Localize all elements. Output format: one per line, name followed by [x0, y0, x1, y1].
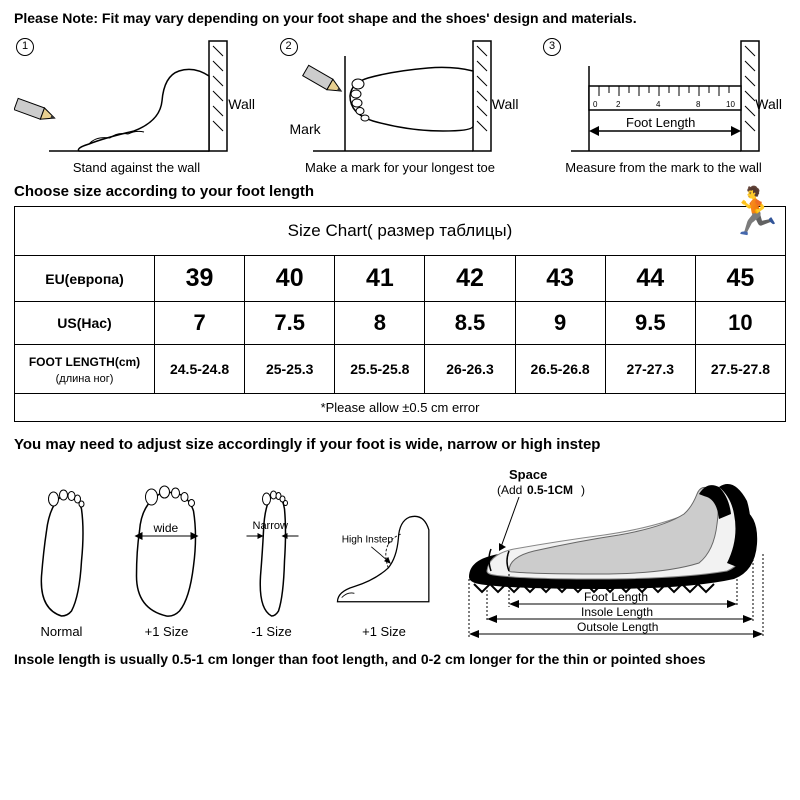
- fl-val: 25.5-25.8: [335, 345, 425, 394]
- step-1-number: 1: [16, 38, 34, 56]
- fl-val: 25-25.3: [245, 345, 335, 394]
- svg-text:10: 10: [726, 100, 735, 109]
- step-2: 2 Wall: [278, 36, 523, 175]
- eu-val: 45: [695, 256, 785, 302]
- us-val: 7: [155, 302, 245, 345]
- step-1-diagram: [14, 36, 259, 156]
- narrow-foot-icon: Narrow: [224, 481, 319, 621]
- svg-text:Insole Length: Insole Length: [581, 605, 653, 619]
- step-1: 1 Wall Stand against the wall: [14, 36, 259, 175]
- normal-foot: Normal: [14, 481, 109, 639]
- wall-label-1: Wall: [228, 96, 255, 112]
- shoe-diagram: Space (Add 0.5-1CM) Foot Length Insole Le…: [449, 459, 786, 639]
- svg-text:(Add: (Add: [497, 483, 522, 497]
- fl-val: 26-26.3: [425, 345, 515, 394]
- step-2-caption: Make a mark for your longest toe: [278, 160, 523, 175]
- fl-val: 27.5-27.8: [695, 345, 785, 394]
- fl-label: FOOT LENGTH(cm) (длина ног): [15, 345, 155, 394]
- us-val: 10: [695, 302, 785, 345]
- step-3-caption: Measure from the mark to the wall: [541, 160, 786, 175]
- eu-val: 43: [515, 256, 605, 302]
- us-val: 8: [335, 302, 425, 345]
- svg-text:8: 8: [696, 100, 701, 109]
- svg-text:0.5-1CM: 0.5-1CM: [527, 483, 573, 497]
- us-val: 7.5: [245, 302, 335, 345]
- shoe-length-diagram: Space (Add 0.5-1CM) Foot Length Insole Le…: [449, 459, 769, 639]
- insole-note: Insole length is usually 0.5-1 cm longer…: [14, 651, 786, 667]
- choose-size-heading: Choose size according to your foot lengt…: [14, 183, 786, 200]
- foot-types-row: Normal wide +1 Size Narrow -1 Size High …: [14, 459, 786, 639]
- wall-label-2: Wall: [492, 96, 519, 112]
- eu-label: EU(европа): [15, 256, 155, 302]
- fl-val: 24.5-24.8: [155, 345, 245, 394]
- step-3-diagram: 0 2 4 8 10 Foot Length: [541, 36, 786, 156]
- foot-length-row: FOOT LENGTH(cm) (длина ног) 24.5-24.8 25…: [15, 345, 786, 394]
- eu-val: 42: [425, 256, 515, 302]
- svg-text:Space: Space: [509, 467, 547, 482]
- size-chart-container: 🏃 Size Chart( размер таблицы) EU(европа)…: [14, 206, 786, 422]
- wide-foot-icon: wide: [119, 481, 214, 621]
- high-instep-label: +1 Size: [329, 624, 439, 639]
- eu-val: 41: [335, 256, 425, 302]
- svg-text:2: 2: [616, 100, 621, 109]
- eu-val: 40: [245, 256, 335, 302]
- runner-icon: 🏃: [727, 188, 784, 234]
- svg-text:Outsole Length: Outsole Length: [577, 620, 658, 634]
- wall-label-3: Wall: [755, 96, 782, 112]
- fl-val: 26.5-26.8: [515, 345, 605, 394]
- wide-foot: wide +1 Size: [119, 481, 214, 639]
- step-2-diagram: [278, 36, 523, 156]
- us-val: 9.5: [605, 302, 695, 345]
- normal-foot-icon: [14, 481, 109, 621]
- us-row: US(Hac) 7 7.5 8 8.5 9 9.5 10: [15, 302, 786, 345]
- adjust-heading: You may need to adjust size accordingly …: [14, 436, 786, 453]
- mark-label: Mark: [290, 121, 321, 137]
- chart-title: Size Chart( размер таблицы): [15, 207, 786, 256]
- eu-val: 39: [155, 256, 245, 302]
- size-chart-table: Size Chart( размер таблицы) EU(европа) 3…: [14, 206, 786, 422]
- step-3-number: 3: [543, 38, 561, 56]
- error-note: *Please allow ±0.5 cm error: [15, 394, 786, 422]
- high-instep-icon: High Instep: [329, 481, 439, 621]
- svg-text:0: 0: [593, 100, 598, 109]
- please-note: Please Note: Fit may vary depending on y…: [14, 10, 786, 26]
- us-val: 8.5: [425, 302, 515, 345]
- step-3: 3 024810 Foot Length Wall Measure fr: [541, 36, 786, 175]
- measurement-steps: 1 Wall Stand against the wall: [14, 36, 786, 175]
- svg-text:Foot Length: Foot Length: [584, 590, 648, 604]
- narrow-label: -1 Size: [224, 624, 319, 639]
- svg-text:4: 4: [656, 100, 661, 109]
- eu-row: EU(европа) 39 40 41 42 43 44 45: [15, 256, 786, 302]
- svg-text:wide: wide: [153, 521, 179, 535]
- svg-text:): ): [581, 483, 585, 497]
- high-instep-foot: High Instep +1 Size: [329, 481, 439, 639]
- fl-val: 27-27.3: [605, 345, 695, 394]
- eu-val: 44: [605, 256, 695, 302]
- normal-label: Normal: [14, 624, 109, 639]
- us-label: US(Hac): [15, 302, 155, 345]
- step-1-caption: Stand against the wall: [14, 160, 259, 175]
- narrow-foot: Narrow -1 Size: [224, 481, 319, 639]
- foot-length-arrow-label: Foot Length: [626, 115, 695, 130]
- us-val: 9: [515, 302, 605, 345]
- svg-text:Narrow: Narrow: [253, 520, 289, 532]
- wide-label: +1 Size: [119, 624, 214, 639]
- step-2-number: 2: [280, 38, 298, 56]
- svg-text:High Instep: High Instep: [342, 535, 394, 546]
